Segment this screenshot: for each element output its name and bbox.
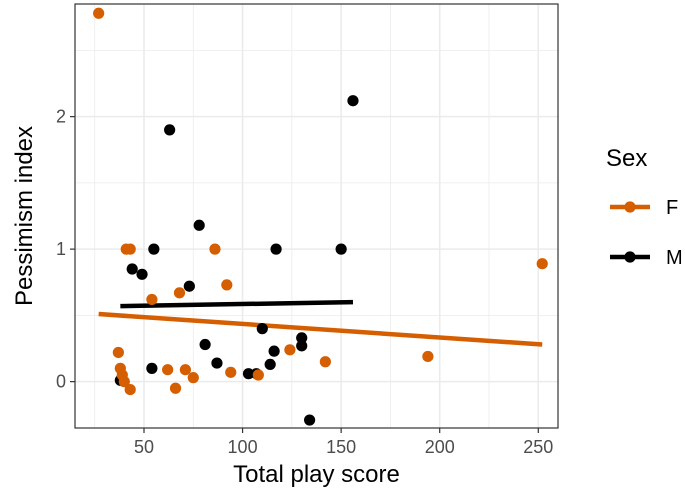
y-tick-label: 1	[56, 239, 66, 259]
data-point-F	[146, 293, 158, 306]
regression-lines	[98, 299, 543, 347]
x-tick-label: 200	[425, 437, 455, 457]
data-point-M	[211, 357, 223, 369]
regression-line-F	[98, 311, 543, 347]
data-points	[93, 7, 548, 426]
y-axis-title: Pessimism index	[11, 126, 38, 306]
grid-minor	[75, 4, 558, 428]
data-point-M	[270, 243, 282, 255]
data-point-F	[169, 382, 182, 394]
data-point-M	[242, 368, 255, 380]
data-point-M	[268, 345, 280, 357]
legend-key-point-M	[624, 251, 636, 263]
data-point-F	[124, 383, 136, 396]
data-point-F	[536, 258, 548, 270]
regression-line-M	[120, 299, 354, 309]
x-tick-label: 100	[228, 437, 258, 457]
y-tick-label: 0	[56, 372, 66, 392]
data-point-F	[252, 369, 264, 381]
x-tick-label: 50	[134, 437, 154, 457]
data-point-F	[221, 279, 233, 291]
data-point-M	[296, 340, 308, 352]
data-point-M	[296, 332, 308, 344]
data-point-M	[347, 95, 359, 107]
x-axis-ticks: 50 100 150 200 250	[134, 428, 553, 457]
data-point-F	[187, 372, 199, 384]
x-axis-title: Total play score	[233, 461, 400, 488]
grid-major	[75, 4, 558, 428]
y-axis-ticks: 0 1 2	[56, 107, 75, 392]
data-point-F	[118, 376, 130, 388]
data-point-M	[335, 243, 347, 255]
legend-label-M: M	[666, 247, 683, 269]
data-point-M	[148, 243, 160, 255]
data-point-M	[193, 219, 205, 231]
legend: Sex F M	[606, 145, 683, 269]
legend-key-point-F	[624, 201, 636, 213]
data-point-M	[256, 323, 268, 335]
data-point-F	[225, 366, 237, 378]
data-point-M	[164, 124, 176, 136]
data-point-F	[173, 287, 186, 299]
data-point-F	[179, 364, 191, 376]
data-point-F	[112, 346, 124, 359]
data-point-F	[284, 344, 296, 356]
data-point-M	[183, 280, 195, 292]
data-point-M	[146, 362, 158, 374]
data-point-M	[304, 414, 316, 426]
y-tick-label: 2	[56, 107, 66, 127]
legend-title: Sex	[606, 145, 647, 172]
data-point-F	[162, 364, 174, 376]
data-point-M	[199, 338, 211, 351]
x-tick-label: 250	[523, 437, 553, 457]
plot-panel	[75, 4, 558, 428]
data-point-F	[124, 243, 136, 255]
legend-label-F: F	[666, 197, 678, 219]
data-point-M	[136, 268, 148, 280]
data-point-F	[319, 356, 331, 368]
data-point-F	[422, 350, 434, 363]
data-point-M	[126, 263, 138, 275]
x-tick-label: 150	[326, 437, 356, 457]
data-point-F	[209, 243, 221, 255]
panel-border	[74, 3, 559, 429]
panel-border-rect	[74, 3, 559, 429]
data-point-F	[93, 7, 105, 19]
data-point-M	[264, 358, 276, 370]
